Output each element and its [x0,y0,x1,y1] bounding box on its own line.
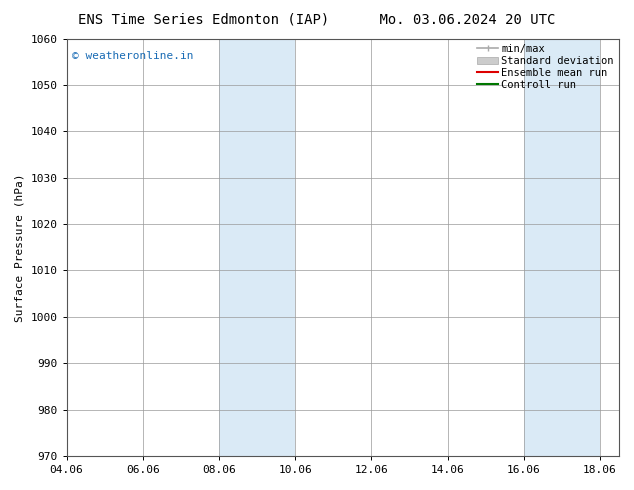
Legend: min/max, Standard deviation, Ensemble mean run, Controll run: min/max, Standard deviation, Ensemble me… [477,44,614,90]
Bar [219,39,295,456]
Text: © weatheronline.in: © weatheronline.in [72,51,193,61]
Bar [524,39,600,456]
Y-axis label: Surface Pressure (hPa): Surface Pressure (hPa) [15,173,25,321]
Text: ENS Time Series Edmonton (IAP)      Mo. 03.06.2024 20 UTC: ENS Time Series Edmonton (IAP) Mo. 03.06… [79,12,555,26]
